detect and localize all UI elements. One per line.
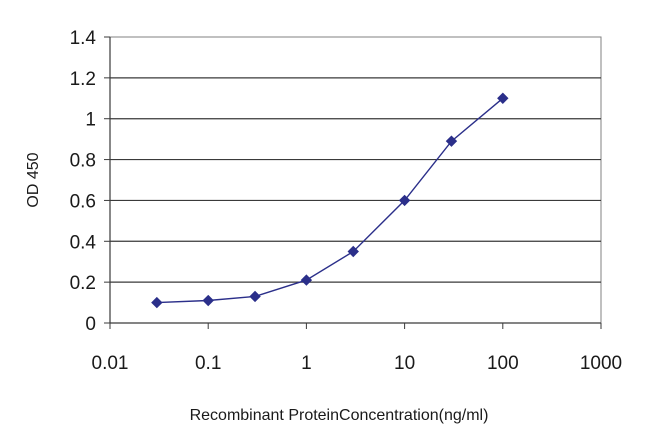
data-point-0-0 (151, 296, 163, 309)
data-point-0-3 (300, 274, 313, 286)
y-tick-label-1: 0.2 (70, 273, 96, 294)
plot-area (109, 36, 602, 324)
y-tick-label-7: 1.4 (70, 28, 97, 49)
x-tick-label-3: 10 (394, 353, 415, 374)
data-point-0-2 (249, 290, 261, 303)
x-tick-label-4: 100 (487, 353, 519, 374)
data-point-0-7 (497, 92, 509, 104)
x-tick-label-1: 0.1 (195, 353, 221, 374)
y-tick-label-6: 1.2 (70, 69, 96, 90)
data-point-0-5 (398, 194, 411, 207)
data-point-0-6 (445, 135, 458, 147)
x-tick-labels: 0.01 0.1 1 10 100 1000 (92, 353, 623, 374)
y-tick-label-0: 0 (85, 314, 96, 335)
series (151, 92, 509, 309)
y-tick-label-4: 0.8 (70, 151, 96, 172)
grid-lines (110, 77, 601, 283)
x-tick-label-0: 0.01 (92, 353, 129, 374)
series-line-0 (156, 97, 504, 304)
data-point-0-4 (347, 245, 359, 258)
y-axis-title: OD 450 (25, 152, 42, 207)
axes (104, 36, 602, 329)
data-point-0-1 (202, 294, 214, 307)
x-axis-title: Recombinant ProteinConcentration(ng/ml) (190, 407, 489, 424)
y-tick-label-3: 0.6 (70, 191, 96, 212)
y-tick-label-2: 0.4 (70, 232, 97, 253)
y-tick-label-5: 1 (85, 110, 96, 131)
x-tick-label-5: 1000 (580, 353, 622, 374)
y-tick-labels: 0 0.2 0.4 0.6 0.8 1 1.2 1.4 (70, 28, 97, 335)
x-tick-label-2: 1 (301, 353, 312, 374)
